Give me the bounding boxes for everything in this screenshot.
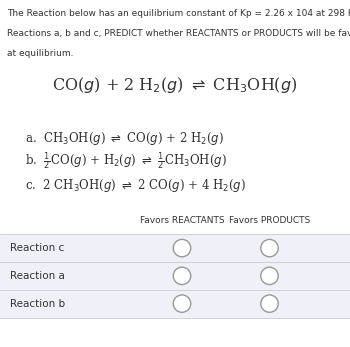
Text: CO($\mathit{g}$) + 2 H$_2$($\mathit{g}$) $\rightleftharpoons$ CH$_3$OH($\mathit{: CO($\mathit{g}$) + 2 H$_2$($\mathit{g}$)… <box>52 75 298 95</box>
Text: c.  2 CH$_3$OH($\mathit{g}$) $\rightleftharpoons$ 2 CO($\mathit{g}$) + 4 H$_2$($: c. 2 CH$_3$OH($\mathit{g}$) $\rightlefth… <box>25 177 246 194</box>
FancyBboxPatch shape <box>0 234 350 262</box>
Text: a.  CH$_3$OH($\mathit{g}$) $\rightleftharpoons$ CO($\mathit{g}$) + 2 H$_2$($\mat: a. CH$_3$OH($\mathit{g}$) $\rightlefthar… <box>25 130 224 147</box>
Text: The Reaction below has an equilibrium constant of Kp = 2.26 x 104 at 298 K.  For: The Reaction below has an equilibrium co… <box>7 9 350 18</box>
FancyBboxPatch shape <box>0 262 350 290</box>
Text: Favors REACTANTS: Favors REACTANTS <box>140 216 224 225</box>
Circle shape <box>173 239 191 257</box>
Text: Reaction c: Reaction c <box>10 243 65 253</box>
Circle shape <box>261 267 278 285</box>
Text: b.  $\frac{1}{2}$CO($\mathit{g}$) + H$_2$($\mathit{g}$) $\rightleftharpoons$ $\f: b. $\frac{1}{2}$CO($\mathit{g}$) + H$_2$… <box>25 151 226 172</box>
Text: Reaction a: Reaction a <box>10 271 65 281</box>
Circle shape <box>261 239 278 257</box>
Text: at equilibrium.: at equilibrium. <box>7 49 74 58</box>
Circle shape <box>261 295 278 312</box>
Text: Favors PRODUCTS: Favors PRODUCTS <box>229 216 310 225</box>
Circle shape <box>173 295 191 312</box>
Circle shape <box>173 267 191 285</box>
FancyBboxPatch shape <box>0 290 350 318</box>
Text: Reaction b: Reaction b <box>10 299 66 308</box>
Text: Reactions a, b and c, PREDICT whether REACTANTS or PRODUCTS will be favored: Reactions a, b and c, PREDICT whether RE… <box>7 29 350 38</box>
